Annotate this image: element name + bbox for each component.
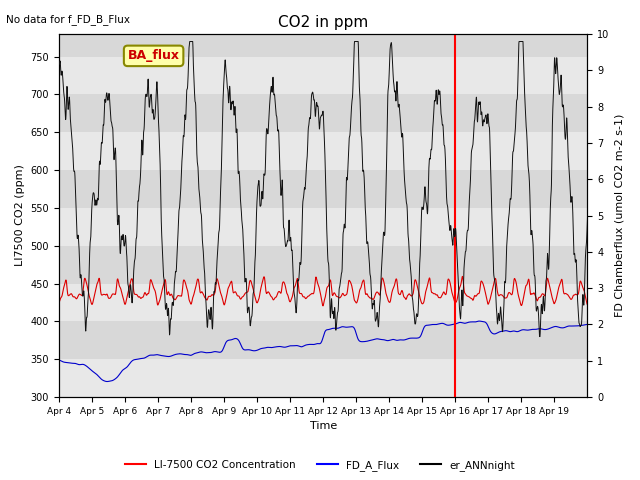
Bar <box>59 322 588 360</box>
Text: No data for f_FD_B_Flux: No data for f_FD_B_Flux <box>6 14 131 25</box>
Y-axis label: LI7500 CO2 (ppm): LI7500 CO2 (ppm) <box>15 165 25 266</box>
Bar <box>59 360 588 397</box>
Bar <box>59 19 588 57</box>
Bar <box>59 284 588 322</box>
Bar <box>59 95 588 132</box>
Bar <box>59 57 588 95</box>
Y-axis label: FD Chamberflux (umol CO2 m-2 s-1): FD Chamberflux (umol CO2 m-2 s-1) <box>615 114 625 317</box>
Legend: LI-7500 CO2 Concentration, FD_A_Flux, er_ANNnight: LI-7500 CO2 Concentration, FD_A_Flux, er… <box>121 456 519 475</box>
Title: CO2 in ppm: CO2 in ppm <box>278 15 368 30</box>
Text: BA_flux: BA_flux <box>127 49 180 62</box>
X-axis label: Time: Time <box>310 421 337 432</box>
Bar <box>59 170 588 208</box>
Bar <box>59 246 588 284</box>
Bar <box>59 208 588 246</box>
Bar <box>59 132 588 170</box>
